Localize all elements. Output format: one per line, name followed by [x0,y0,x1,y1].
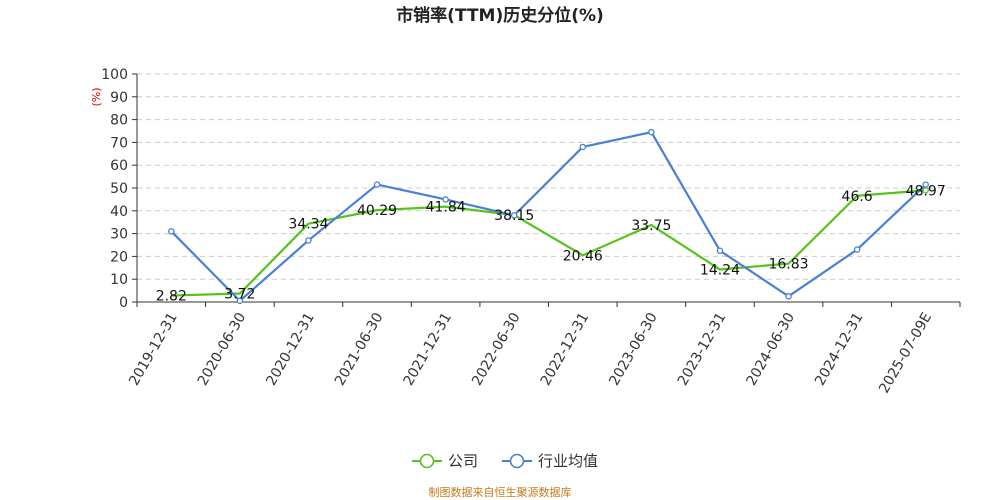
legend-item-0[interactable]: 公司 [412,452,478,470]
x-tick-label-2021-12-31: 2021-12-31 [401,310,456,388]
series-1-point-2[interactable] [305,237,312,244]
x-tick-label-2025-07-09E: 2025-07-09E [876,310,935,396]
series-1-point-0[interactable] [168,228,175,235]
axes: 0 10 20 30 40 50 60 70 80 90 100 2019-12-31 2020-06-… [101,67,961,396]
x-tick-label-2019-12-31: 2019-12-31 [126,310,181,388]
legend-label-1: 行业均值 [538,452,598,470]
legend-marker-0 [419,453,435,469]
y-tick-label-40: 40 [110,204,128,220]
data-label-7: 33.75 [631,218,671,234]
series-1-point-8[interactable] [716,247,724,254]
data-label-6: 20.46 [563,248,603,264]
y-tick-label-70: 70 [110,135,128,151]
legend[interactable]: 公司 行业均值 [412,452,598,470]
data-label-3: 40.29 [357,203,397,219]
y-tick-label-80: 80 [110,113,128,129]
data-label-10: 46.6 [842,189,873,205]
x-tick-label-2024-12-31: 2024-12-31 [812,310,867,388]
data-label-2: 34.34 [288,217,328,233]
series-lines [168,128,929,305]
series-1-point-10[interactable] [853,246,861,253]
y-tick-label-100: 100 [101,67,128,83]
x-tick-label-2022-12-31: 2022-12-31 [538,310,593,388]
y-tick-label-30: 30 [110,227,128,243]
series-1-point-9[interactable] [785,293,792,300]
grid-lines [137,73,960,280]
data-label-0: 2.82 [156,289,187,305]
y-tick-label-90: 90 [110,90,128,106]
x-tick-label-2023-06-30: 2023-06-30 [606,310,661,388]
data-label-5: 38.15 [494,208,534,224]
data-labels: 2.82 3.72 34.34 40.29 41.84 38.15 20.46 33.75 14… [156,183,946,304]
y-tick-label-60: 60 [110,158,128,174]
series-line-0 [171,189,926,297]
legend-label-0: 公司 [448,452,478,470]
x-tick-label-2022-06-30: 2022-06-30 [469,310,524,388]
y-tick-label-20: 20 [110,249,128,265]
data-label-11: 48.97 [906,183,946,199]
y-tick-label-0: 0 [119,295,128,311]
series-1-point-7[interactable] [648,128,655,136]
data-label-8: 14.24 [700,263,740,279]
data-label-1: 3.72 [224,287,255,303]
legend-marker-1 [509,453,525,469]
series-line-1 [170,131,927,302]
y-tick-label-50: 50 [110,181,128,197]
x-tick-label-2024-06-30: 2024-06-30 [743,310,798,388]
source-note: 制图数据来自恒生聚源数据库 [429,485,572,499]
series-1-point-4[interactable] [442,196,449,203]
chart-title: 市销率(TTM)历史分位(%) [396,5,604,26]
data-label-4: 41.84 [426,200,466,216]
x-tick-label-2020-06-30: 2020-06-30 [195,310,250,388]
series-1-point-5[interactable] [510,212,518,219]
data-label-9: 16.83 [768,257,808,273]
x-tick-label-2021-06-30: 2021-06-30 [332,310,387,388]
series-1-point-6[interactable] [579,143,587,151]
x-tick-label-2020-12-31: 2020-12-31 [263,310,318,388]
x-tick-label-2023-12-31: 2023-12-31 [675,310,730,388]
y-axis-unit: (%) [90,87,103,106]
series-1-point-3[interactable] [373,181,381,188]
legend-item-1[interactable]: 行业均值 [502,452,598,470]
y-tick-label-10: 10 [110,272,128,288]
series-1-point-1[interactable] [236,297,244,305]
series-1-point-11[interactable] [922,181,929,188]
